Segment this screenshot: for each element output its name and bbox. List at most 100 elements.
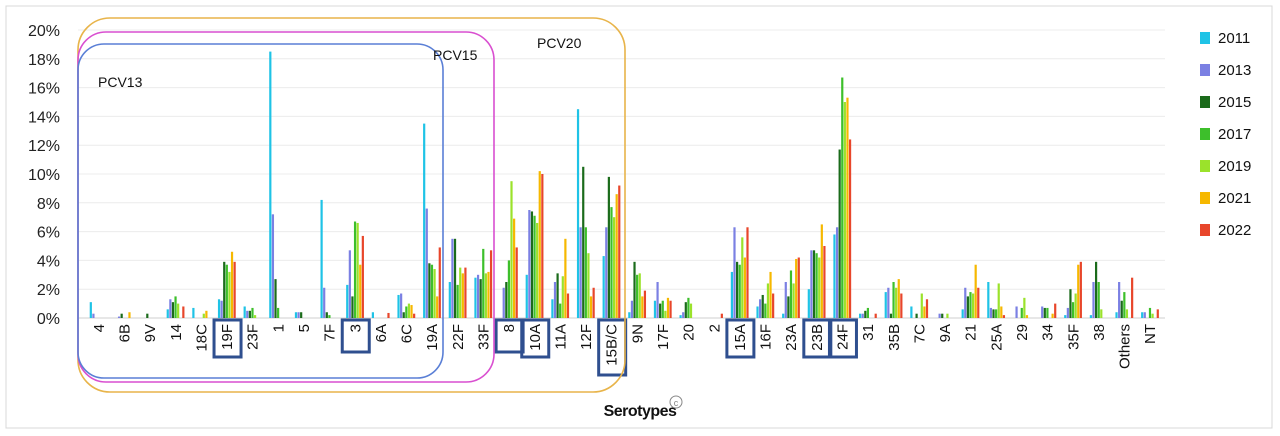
bar-2017-33F — [482, 248, 485, 318]
bar-2017-6C — [405, 306, 408, 318]
x-tick-label: 15A — [732, 324, 749, 351]
bar-2019-7C — [920, 293, 923, 318]
bar-2021-15A — [743, 257, 746, 318]
bar-2019-15A — [741, 237, 744, 318]
x-tick-label: 23A — [783, 324, 800, 351]
y-tick-label: 6% — [37, 225, 60, 242]
bar-2011-6A — [371, 312, 374, 318]
y-tick-label: 12% — [28, 138, 60, 155]
bar-2011-20 — [679, 315, 682, 318]
bar-2013-21 — [964, 287, 967, 318]
bar-2015-25A — [992, 309, 995, 318]
bar-2013-23B — [810, 250, 813, 318]
bar-2017-23A — [789, 270, 793, 318]
bar-2013-22F — [451, 238, 454, 318]
bar-2022-17F — [669, 300, 672, 318]
bar-2013-6B — [117, 316, 121, 318]
legend-swatch-2015 — [1200, 96, 1210, 108]
bar-2021-33F — [487, 271, 490, 318]
bar-2019-9A — [946, 313, 949, 318]
bar-2015-15B/C — [607, 176, 610, 318]
x-tick-label: 6C — [399, 324, 416, 343]
bar-2022-34 — [1054, 303, 1057, 318]
bar-2015-35F — [1069, 289, 1072, 318]
bar-2015-15A — [735, 261, 739, 318]
legend-swatch-2019 — [1200, 160, 1210, 172]
bar-2019-23F — [253, 315, 257, 318]
x-tick-label: NT — [1142, 324, 1159, 344]
bar-2019-18C — [202, 313, 205, 318]
bar-2019-38 — [1100, 309, 1103, 318]
bar-2015-24F — [838, 149, 841, 318]
x-axis-labels: 4 6B 9V 14 18C 19F 23F 1 5 7F 3 6A 6C 19A 22F 33F 8 10A 11… — [91, 324, 1159, 369]
bar-2019-17F — [664, 310, 667, 318]
bar-2015-33F — [479, 279, 482, 318]
y-tick-label: 8% — [37, 196, 60, 213]
y-tick-label: 10% — [28, 167, 60, 184]
bar-2017-21 — [969, 292, 972, 318]
bar-2017-14 — [174, 296, 177, 318]
bar-2021-21 — [974, 264, 977, 318]
bar-2015-34 — [1043, 307, 1046, 318]
bar-2011-21 — [961, 309, 964, 318]
bar-2021-23B — [820, 224, 823, 318]
bar-2013-14 — [169, 299, 172, 318]
bar-2015-17F — [659, 303, 662, 318]
bar-2022-9N — [643, 290, 647, 318]
bar-2015-3 — [351, 296, 354, 318]
bar-2013-35B — [887, 287, 890, 318]
chart-frame — [5, 5, 1273, 429]
bar-2021-35F — [1077, 264, 1080, 318]
bar-2013-Others — [1118, 282, 1121, 318]
bar-2017-9N — [636, 274, 639, 318]
bar-2015-9V — [146, 313, 149, 318]
bar-2013-11A — [553, 282, 557, 318]
bar-2022-23B — [823, 246, 826, 318]
x-tick-label: 34 — [1040, 324, 1057, 341]
bar-2017-11A — [559, 303, 562, 318]
bar-2022-15A — [746, 227, 749, 318]
x-tick-label: 5 — [296, 324, 313, 332]
highlight-boxes — [212, 318, 858, 377]
bar-2013-4 — [92, 313, 95, 318]
bar-2011-25A — [987, 282, 990, 318]
bar-2011-31 — [859, 313, 862, 318]
bar-2022-16F — [772, 293, 775, 318]
bar-2019-20 — [689, 303, 693, 318]
bar-2017-29 — [1020, 307, 1023, 318]
bar-2013-7F — [323, 287, 326, 318]
bar-2022-33F — [489, 250, 493, 318]
bar-2013-19A — [425, 208, 428, 318]
bar-2017-34 — [1046, 307, 1049, 318]
bar-2011-16F — [756, 306, 759, 318]
bar-2011-18C — [192, 307, 195, 318]
x-tick-label: 38 — [1091, 324, 1108, 341]
bar-2015-20 — [684, 302, 687, 318]
legend-label: 2019 — [1218, 158, 1251, 175]
x-tick-label: 15B/C — [604, 324, 621, 366]
bar-2011-17F — [653, 300, 657, 318]
bar-2013-1 — [271, 214, 275, 318]
bar-2011-Others — [1115, 312, 1118, 318]
y-tick-label: 18% — [28, 52, 60, 69]
bar-2022-6A — [387, 312, 390, 318]
bar-2011-24F — [833, 234, 836, 318]
legend-label: 2017 — [1218, 126, 1251, 143]
bar-2015-11A — [556, 273, 559, 318]
y-tick-label: 20% — [28, 23, 60, 40]
bar-2015-23B — [812, 250, 816, 318]
legend-label: 2011 — [1218, 30, 1250, 47]
y-axis-ticks: 0% 2% 4% 6% 8% 10% 12% 14% 16% 18% 20% — [28, 23, 60, 328]
bar-2022-21 — [977, 287, 980, 318]
x-tick-label: 33F — [475, 324, 492, 350]
bar-2021-16F — [769, 271, 772, 318]
bar-2022-3 — [361, 235, 364, 318]
bar-2011-1 — [269, 51, 272, 318]
bar-2017-23B — [815, 253, 818, 318]
bar-2017-NT — [1148, 307, 1152, 318]
bar-2015-12F — [582, 166, 585, 318]
bar-2021-11A — [564, 238, 567, 318]
bar-2015-22F — [453, 238, 457, 318]
bar-2015-23F — [248, 310, 251, 318]
bar-2017-Others — [1123, 292, 1126, 318]
